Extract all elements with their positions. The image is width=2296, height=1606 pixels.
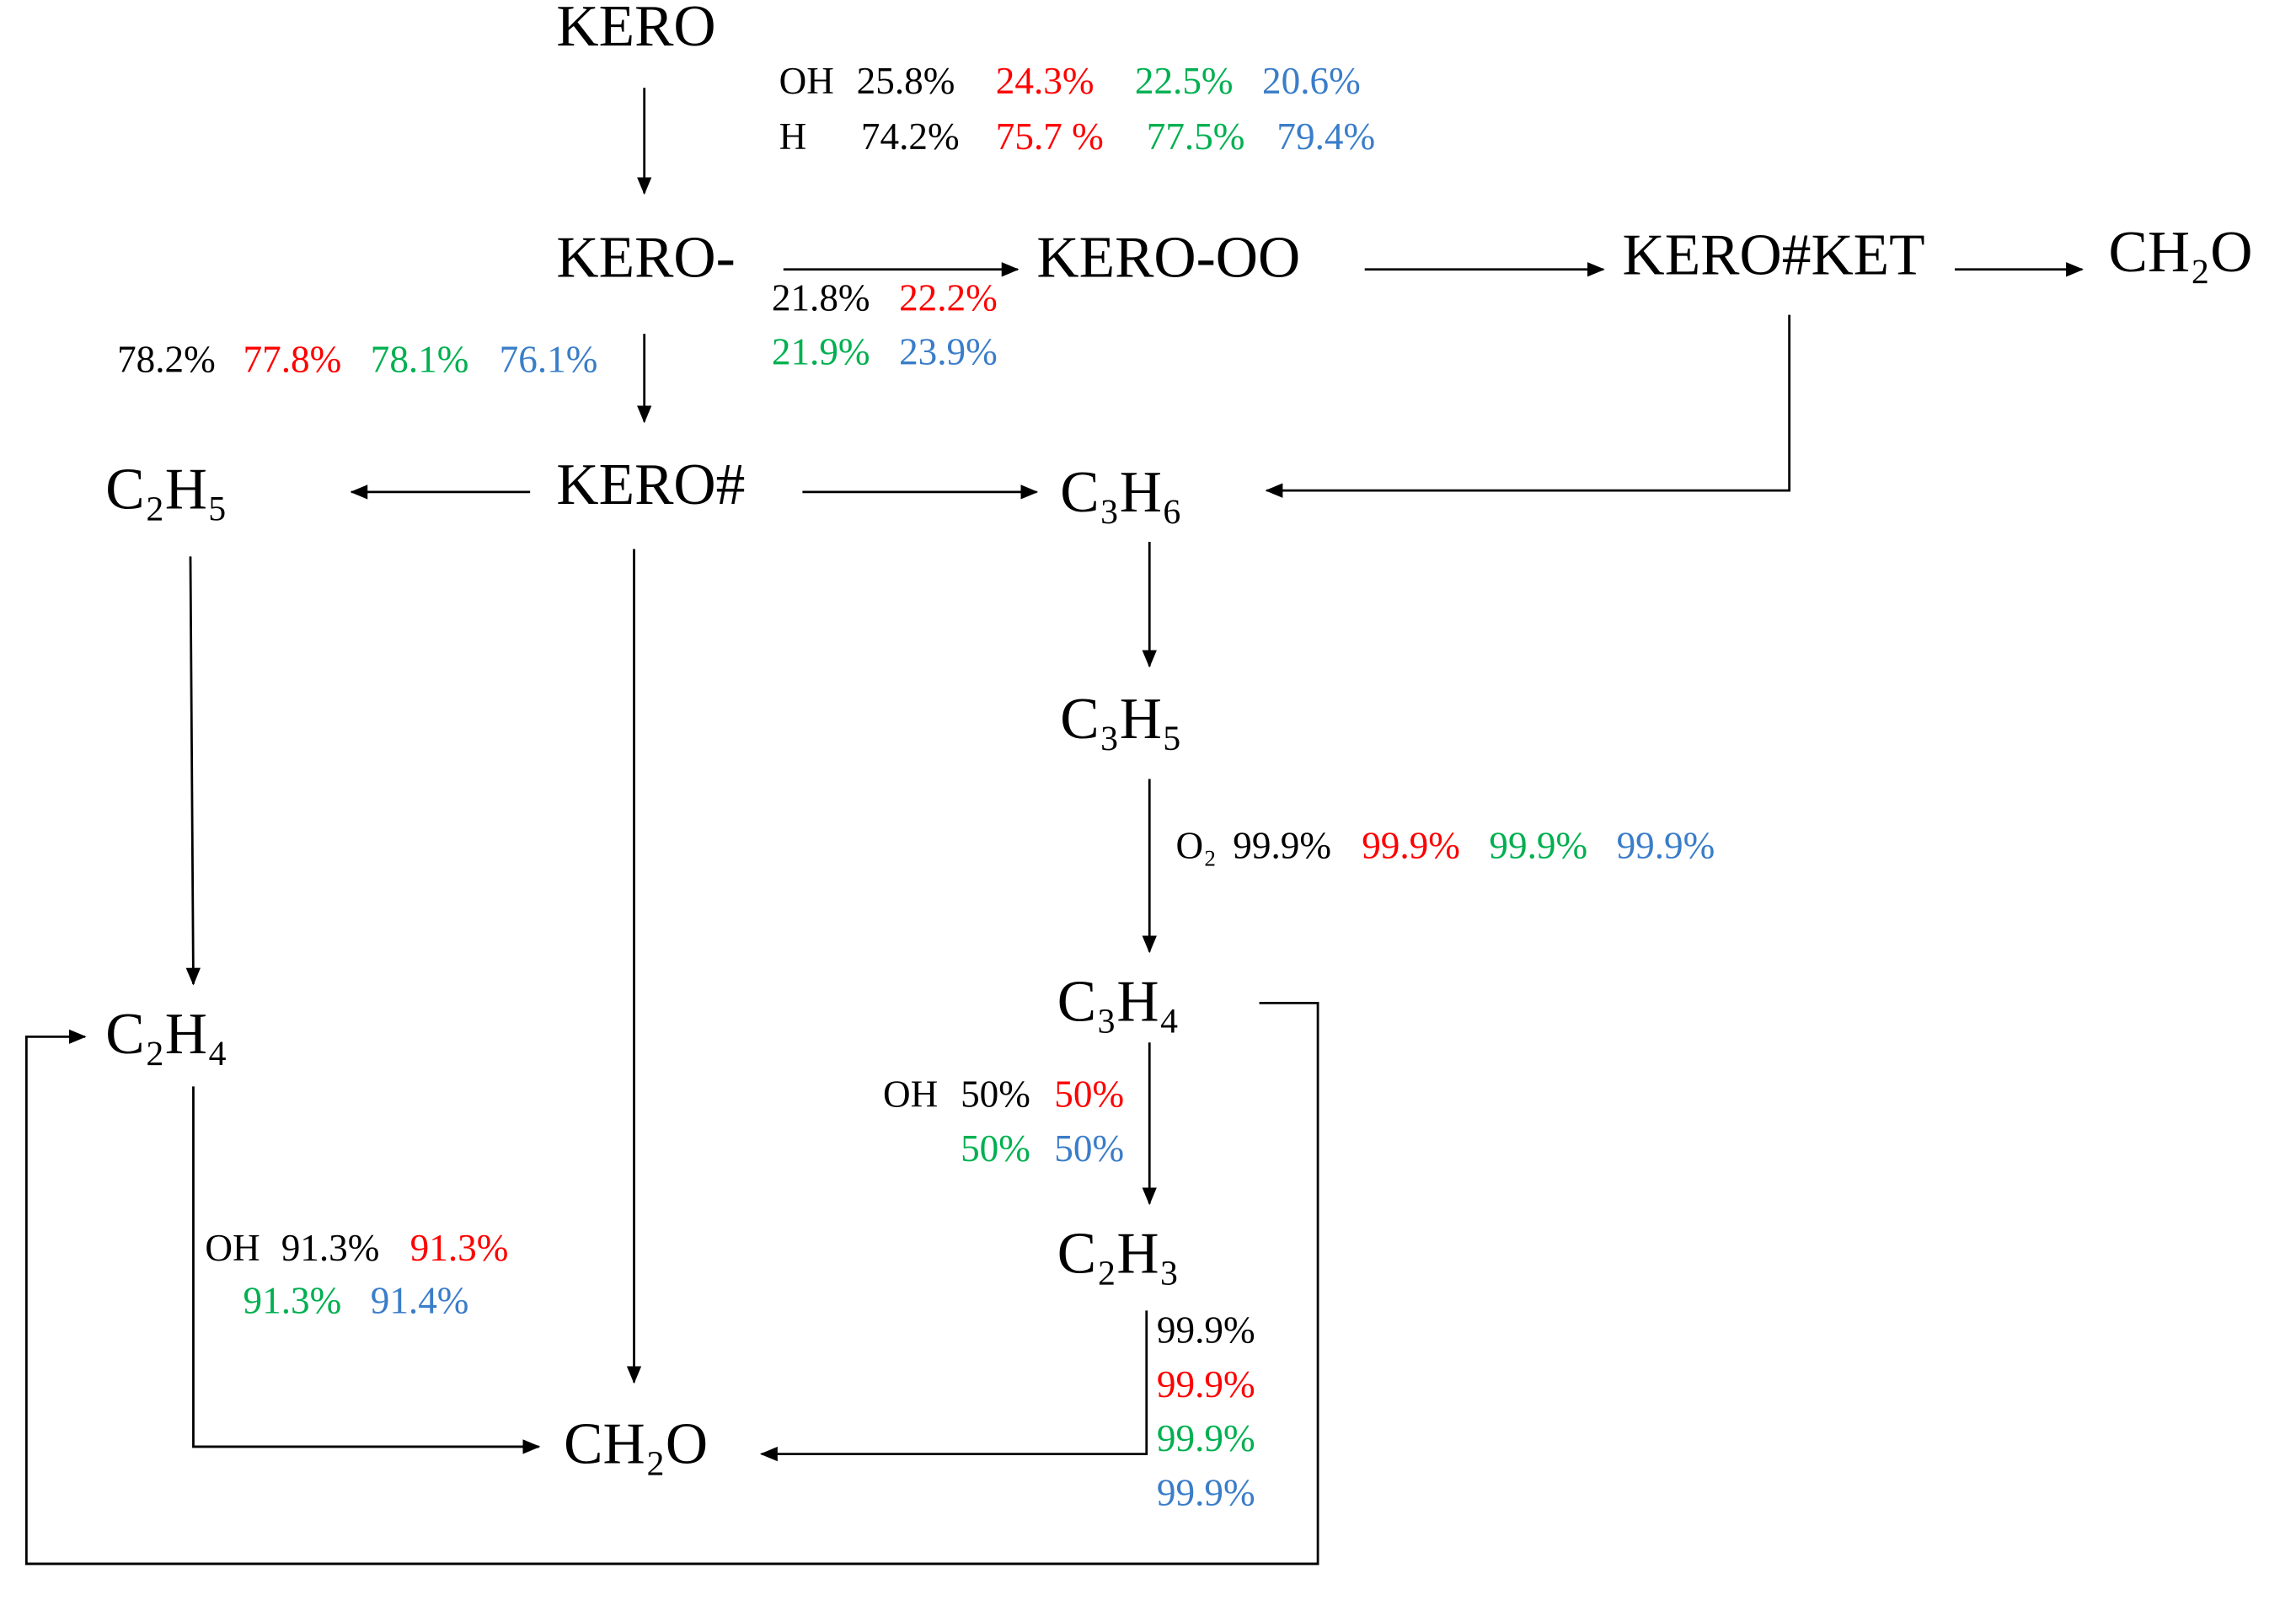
percentage: 77.8% bbox=[244, 338, 342, 380]
edge-label: O₂ 99.9% 99.9% 99.9% 99.9% bbox=[1176, 824, 1715, 866]
percentage: 99.9% bbox=[1157, 1417, 1255, 1459]
node-label: KERO- bbox=[556, 226, 735, 291]
percentage: 50% bbox=[961, 1073, 1030, 1116]
percentage: 21.9% bbox=[772, 331, 870, 373]
percentage: 99.9% bbox=[1157, 1363, 1255, 1405]
node-label: CH₂O bbox=[2108, 220, 2252, 285]
percentage: 91.3% bbox=[281, 1227, 380, 1269]
arrow bbox=[759, 1310, 1148, 1462]
percentage: 78.2% bbox=[117, 338, 216, 380]
percentage: 22.5% bbox=[1135, 60, 1234, 102]
percentage: 99.9% bbox=[1157, 1309, 1255, 1351]
percentage: 50% bbox=[1054, 1127, 1124, 1170]
edge-label: 99.9% 99.9% 99.9% 99.9% bbox=[1157, 1309, 1255, 1513]
node-label: CH₂O bbox=[564, 1411, 708, 1476]
node-label: C₂H₅ bbox=[105, 457, 227, 522]
node-label: KERO bbox=[556, 0, 715, 59]
arrow bbox=[24, 1001, 1319, 1566]
percentage: 99.9% bbox=[1489, 824, 1587, 866]
node-label: C₃H₅ bbox=[1060, 687, 1182, 752]
species: H bbox=[779, 115, 807, 158]
percentage: 91.3% bbox=[244, 1280, 342, 1322]
node-label: C₃H₄ bbox=[1057, 970, 1180, 1035]
node-label: C₂H₃ bbox=[1057, 1221, 1180, 1286]
percentage: 23.9% bbox=[899, 331, 998, 373]
percentage: 99.9% bbox=[1233, 824, 1331, 866]
nodes: KERO KERO- KERO-OO KERO#KET CH₂O KERO# C₂H₅ C₃H… bbox=[105, 0, 2252, 1476]
arrow bbox=[192, 1086, 541, 1454]
percentage: 50% bbox=[1054, 1073, 1124, 1116]
node-label: KERO# bbox=[556, 452, 745, 517]
percentage: 74.2% bbox=[861, 115, 960, 158]
arrow bbox=[185, 556, 201, 986]
node-label: KERO-OO bbox=[1036, 226, 1300, 291]
percentage: 91.3% bbox=[410, 1227, 509, 1269]
percentage: 24.3% bbox=[996, 60, 1094, 102]
edge-label: OH 91.3% 91.3% 91.3% 91.4% bbox=[205, 1227, 508, 1322]
percentage: 77.5% bbox=[1147, 115, 1245, 158]
species: O₂ bbox=[1176, 824, 1217, 866]
percentage: 91.4% bbox=[371, 1280, 469, 1322]
node-label: C₃H₆ bbox=[1060, 460, 1182, 525]
percentage: 79.4% bbox=[1276, 115, 1375, 158]
species: OH bbox=[779, 60, 834, 102]
percentage: 21.8% bbox=[772, 276, 870, 319]
percentage: 99.9% bbox=[1157, 1471, 1255, 1513]
edge-label: OH 25.8% 24.3% 22.5% 20.6% bbox=[779, 60, 1361, 102]
edge-labels: OH 25.8% 24.3% 22.5% 20.6% H 74.2% 75.7 % 77.5% 7… bbox=[117, 60, 1715, 1513]
percentage: 75.7 % bbox=[996, 115, 1104, 158]
percentage: 99.9% bbox=[1362, 824, 1460, 866]
node-label: C₂H₄ bbox=[105, 1002, 227, 1067]
species: OH bbox=[205, 1227, 260, 1269]
species: OH bbox=[883, 1073, 938, 1116]
percentage: 76.1% bbox=[500, 338, 598, 380]
edge-label: 21.8% 22.2% 21.9% 23.9% bbox=[772, 276, 998, 372]
arrow bbox=[1265, 314, 1791, 498]
percentage: 25.8% bbox=[857, 60, 955, 102]
edge-label: OH 50% 50% 50% 50% bbox=[883, 1073, 1124, 1170]
percentage: 20.6% bbox=[1262, 60, 1361, 102]
arrows bbox=[24, 88, 2084, 1566]
percentage: 22.2% bbox=[899, 276, 998, 319]
percentage: 50% bbox=[961, 1127, 1030, 1170]
edge-label: 78.2% 77.8% 78.1% 76.1% bbox=[117, 338, 597, 380]
edge-label: H 74.2% 75.7 % 77.5% 79.4% bbox=[779, 115, 1376, 158]
node-label: KERO#KET bbox=[1623, 222, 1925, 287]
percentage: 78.1% bbox=[371, 338, 469, 380]
percentage: 99.9% bbox=[1617, 824, 1715, 866]
